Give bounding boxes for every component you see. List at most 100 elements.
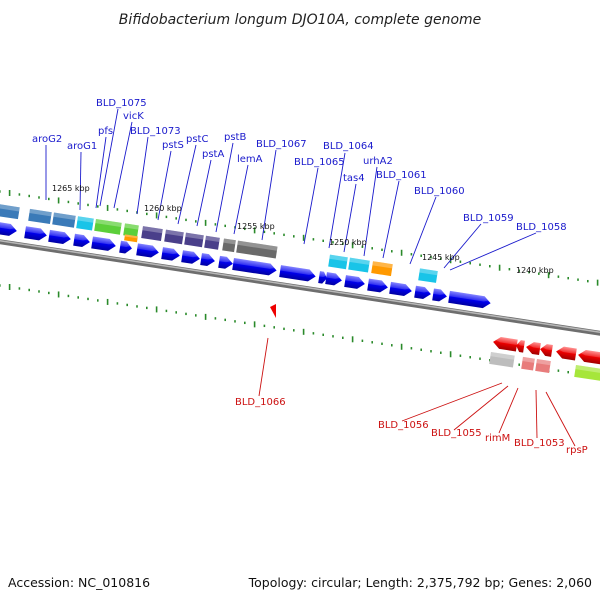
forward-gene-arrow: [344, 275, 366, 289]
scale-label-1255: 1255 kbp: [237, 222, 275, 231]
leader-line: [177, 144, 197, 225]
leader-line: [233, 164, 249, 235]
forward-gene-arrow: [200, 253, 216, 267]
gene-label-bld-1061: BLD_1061: [376, 170, 427, 181]
leader-line: [409, 196, 437, 265]
forward-gene-arrow: [161, 247, 181, 261]
scale-label-1250: 1250 kbp: [329, 238, 367, 247]
leader-line: [261, 149, 277, 241]
feature-block: [535, 359, 551, 373]
gene-label-bld-1059: BLD_1059: [463, 213, 514, 224]
gene-label-pfs: pfs: [98, 126, 113, 137]
leader-line: [79, 151, 82, 211]
leader-line: [498, 387, 519, 434]
leader-line: [136, 136, 149, 215]
leader-line: [113, 121, 133, 209]
feature-block: [76, 216, 94, 231]
forward-gene-arrow: [325, 272, 343, 286]
gene-label-bld-1060: BLD_1060: [414, 186, 465, 197]
reverse-gene-arrow: [556, 346, 577, 361]
feature-block: [521, 356, 535, 371]
leader-line: [453, 385, 509, 431]
forward-gene-arrow: [448, 290, 492, 309]
leader-line: [343, 183, 357, 253]
forward-gene-labels: aroG2 aroG1 pfs BLD_1075 vicK BLD_1073 p…: [32, 98, 567, 233]
feature-block: [204, 235, 220, 250]
feature-block: [124, 234, 138, 243]
scale-label-1265: 1265 kbp: [52, 184, 90, 193]
reverse-gene-arrow: [493, 337, 518, 352]
feature-block: [574, 364, 600, 382]
genome-backbone: [0, 239, 600, 336]
gene-label-aroG2: aroG2: [32, 134, 62, 145]
reverse-gene-arrow: [578, 350, 600, 365]
feature-block: [184, 232, 204, 248]
reverse-gene-arrow: [526, 342, 541, 356]
leader-line: [443, 223, 482, 269]
leader-line: [215, 142, 234, 233]
feature-block: [418, 268, 438, 283]
leader-line: [99, 108, 119, 207]
label-leaders: [45, 108, 576, 447]
feature-block: [222, 238, 236, 253]
forward-gene-arrow: [0, 221, 18, 236]
feature-blocks: [0, 204, 600, 382]
forward-gene-arrow: [218, 255, 234, 269]
gene-label-vick: vicK: [123, 111, 144, 122]
gene-label-psts: pstS: [162, 140, 184, 151]
forward-gene-arrow: [136, 243, 160, 258]
accession-text: Accession: NC_010816: [8, 575, 150, 590]
gene-label-rpsp: rpsP: [566, 445, 588, 456]
reverse-gene-arrow: [540, 344, 553, 357]
leader-line: [95, 136, 107, 209]
reverse-gene-arrow: [516, 340, 525, 353]
feature-block: [236, 240, 278, 259]
leader-line: [328, 152, 346, 249]
gene-label-bld-1066: BLD_1066: [235, 397, 286, 408]
gene-label-tas4: tas4: [343, 173, 365, 184]
forward-gene-arrow: [318, 271, 328, 284]
gene-label-bld-1067: BLD_1067: [256, 139, 307, 150]
leader-line: [535, 389, 538, 439]
gene-arrows: [0, 221, 600, 365]
gene-label-pstb: pstB: [224, 132, 246, 143]
gene-label-bld-1075: BLD_1075: [96, 98, 147, 109]
scale-label-1240: 1240 kbp: [516, 266, 554, 275]
gene-label-pstc: pstC: [186, 134, 208, 145]
forward-gene-arrow: [389, 281, 413, 297]
gene-label-bld-1058: BLD_1058: [516, 222, 567, 233]
feature-block: [141, 226, 163, 241]
forward-gene-arrow: [432, 288, 448, 302]
gene-label-bld-1073: BLD_1073: [130, 126, 181, 137]
feature-block: [123, 223, 139, 238]
forward-gene-arrow: [73, 233, 91, 247]
leader-line: [157, 150, 172, 221]
forward-gene-arrow: [279, 265, 317, 282]
leader-line: [401, 382, 503, 422]
feature-block: [28, 208, 52, 225]
feature-block: [52, 212, 76, 228]
gene-label-bld-1065: BLD_1065: [294, 157, 345, 168]
small-reverse-gene: [270, 304, 276, 318]
forward-gene-arrow: [119, 240, 133, 254]
genome-stats-text: Topology: circular; Length: 2,375,792 bp…: [248, 575, 592, 590]
feature-block: [348, 257, 370, 273]
scale-label-1245: 1245 kbp: [422, 253, 460, 262]
reverse-gene-labels: BLD_1066 BLD_1056 BLD_1055 rimM BLD_1053…: [235, 397, 588, 456]
genome-title: Bifidobacterium longum DJO10A, complete …: [119, 12, 482, 28]
gene-label-bld-1055: BLD_1055: [431, 428, 482, 439]
forward-gene-arrow: [232, 257, 278, 276]
leader-line: [196, 159, 212, 227]
gene-label-rimm: rimM: [485, 433, 510, 444]
feature-block: [328, 254, 348, 270]
forward-gene-arrow: [48, 229, 72, 245]
feature-block: [0, 204, 20, 220]
forward-gene-arrow: [24, 226, 48, 241]
forward-gene-arrow: [414, 285, 432, 299]
forward-gene-arrow: [91, 236, 117, 251]
feature-block: [489, 352, 515, 368]
scale-labels: 1265 kbp 1260 kbp 1255 kbp 1250 kbp 1245…: [52, 184, 554, 275]
feature-block: [94, 218, 122, 235]
gene-label-bld-1053: BLD_1053: [514, 438, 565, 449]
